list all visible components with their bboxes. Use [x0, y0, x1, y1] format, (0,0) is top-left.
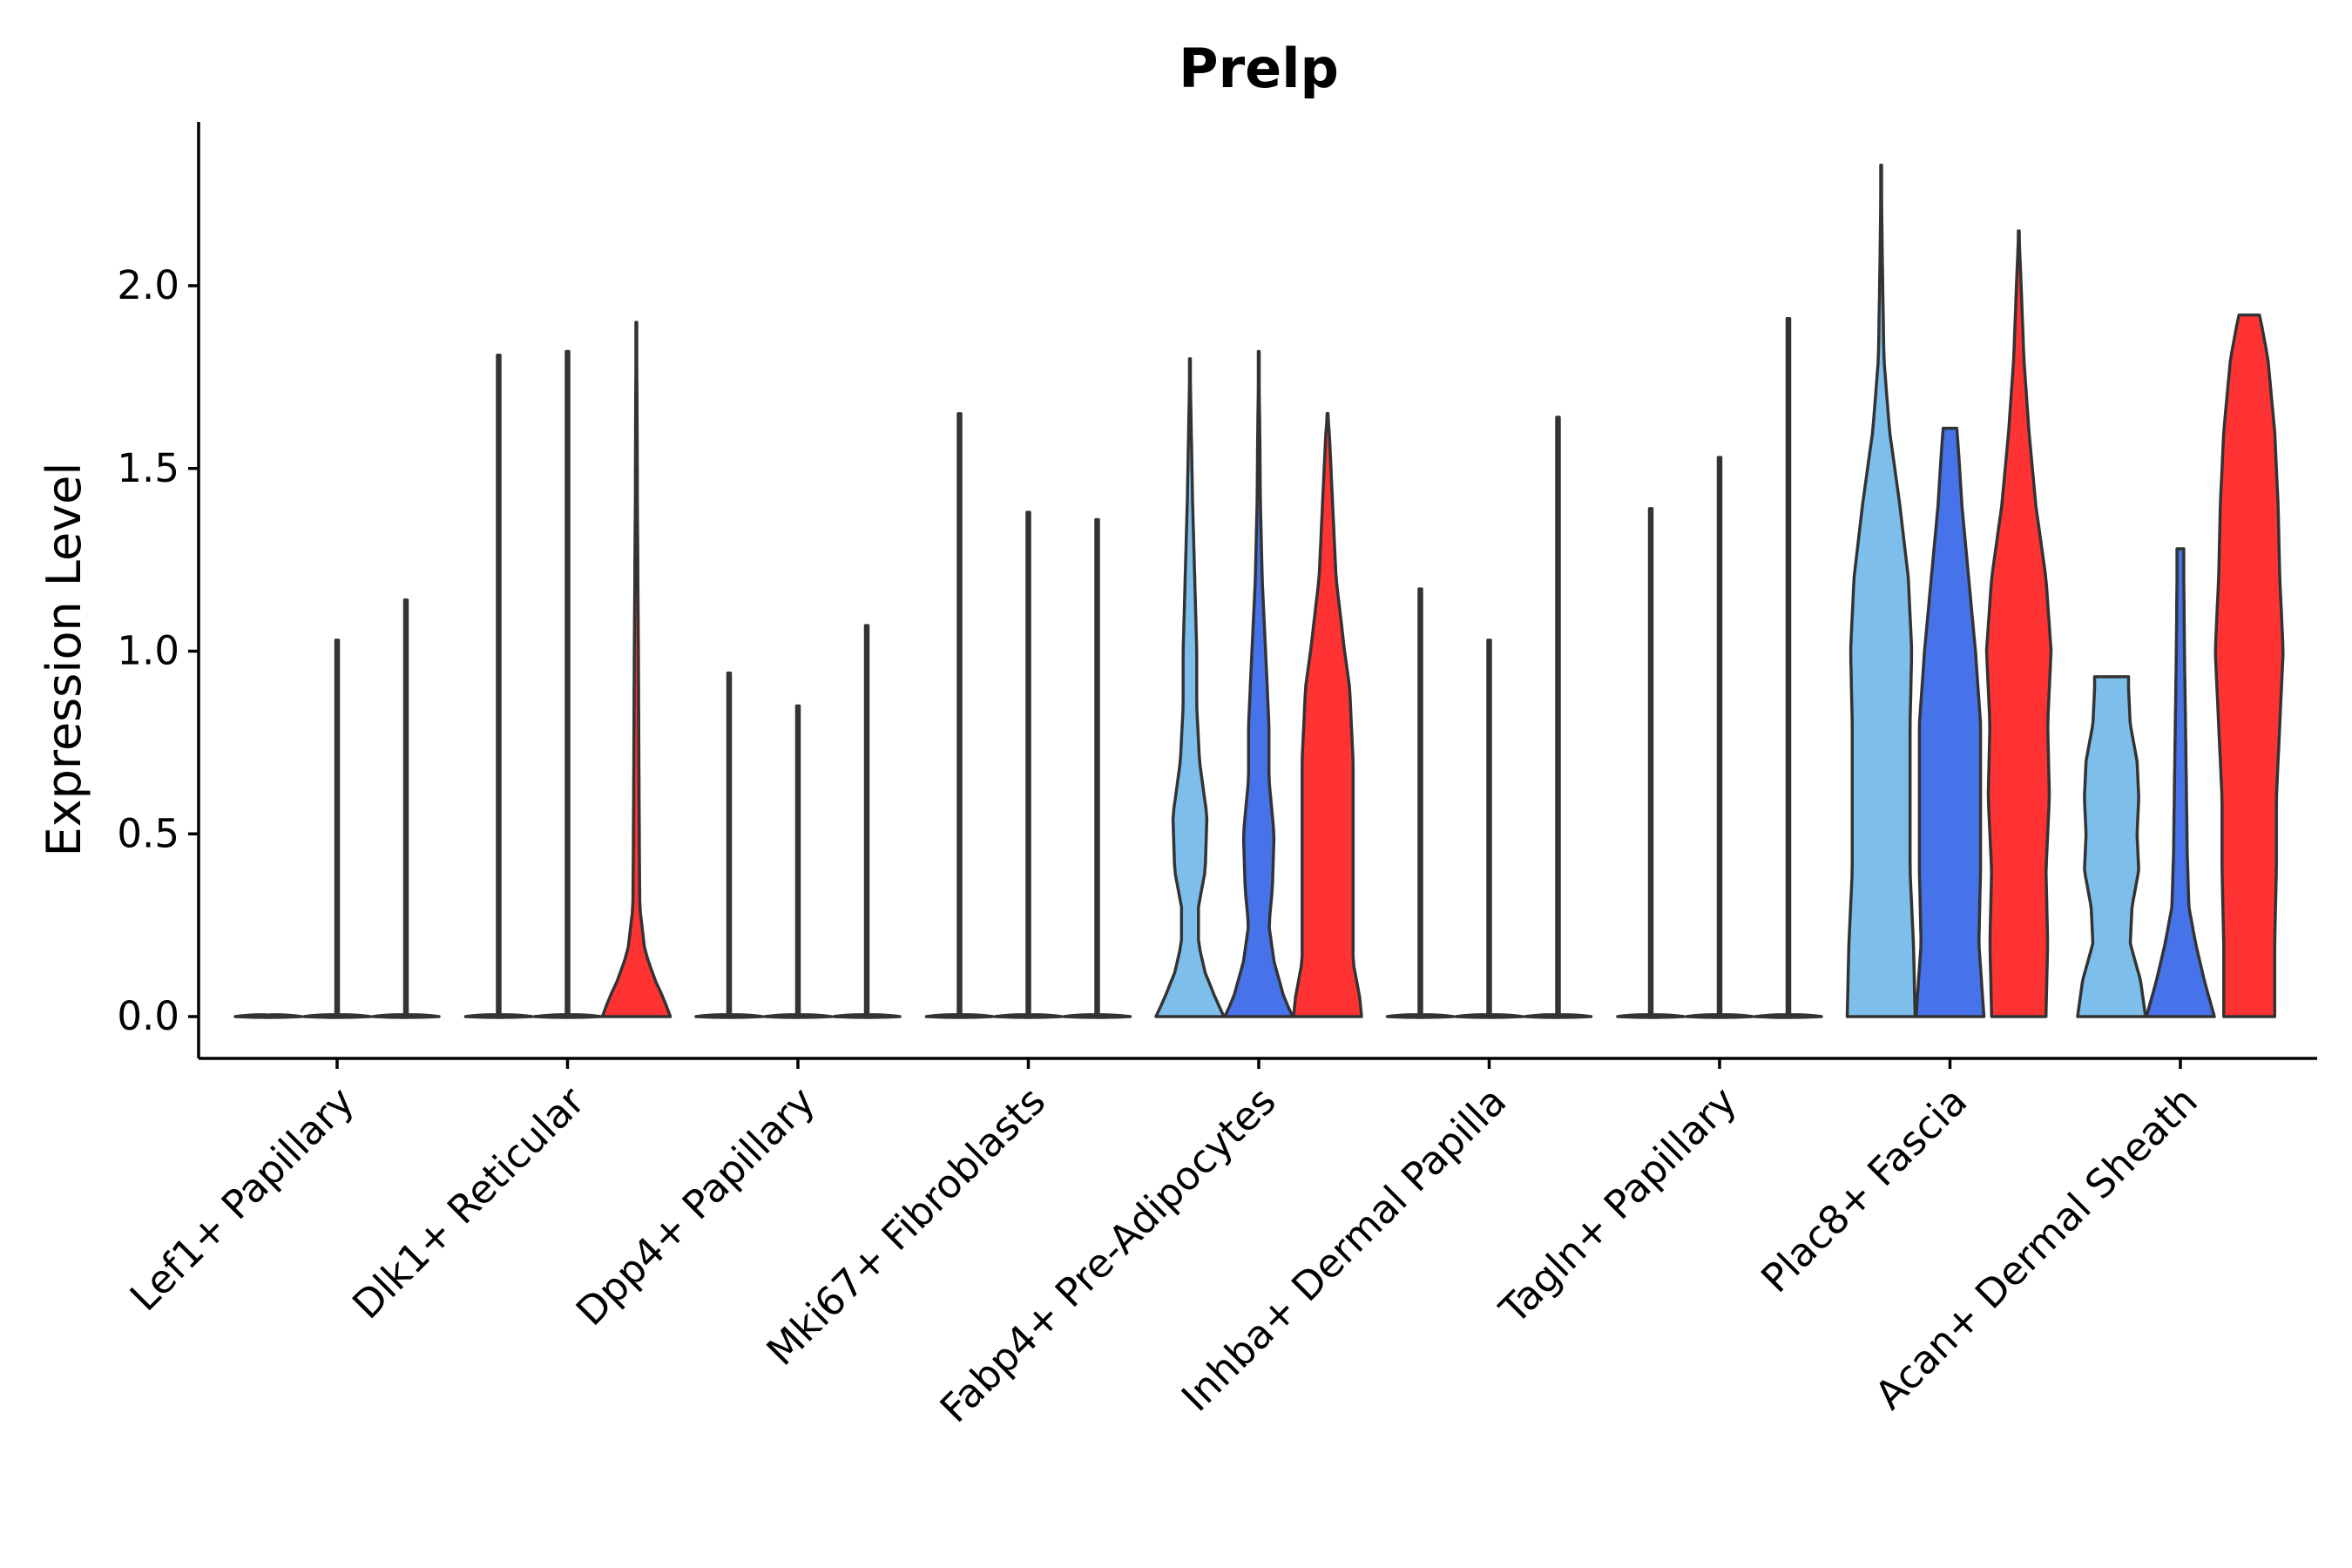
violin-3	[1754, 317, 1823, 1019]
y-tick-label: 1.5	[117, 445, 179, 491]
violin-2	[532, 349, 603, 1019]
violin-1	[463, 353, 534, 1019]
violin-2	[1685, 456, 1754, 1019]
violin-1	[694, 671, 764, 1019]
y-tick-label: 2.0	[117, 262, 179, 308]
x-tick-label: Tagln+ Papillary	[1490, 1078, 1746, 1333]
violin-layer	[233, 163, 2285, 1019]
violin-3	[2213, 313, 2285, 1018]
y-axis-label: Expression Level	[37, 463, 91, 857]
violin-2	[302, 639, 372, 1019]
violin-3	[1292, 412, 1363, 1018]
y-tick-label: 0.0	[117, 993, 179, 1039]
violin-2	[1914, 426, 1986, 1018]
violin-3	[1523, 416, 1593, 1019]
violin-3	[832, 624, 902, 1019]
violin-1	[233, 1013, 303, 1019]
x-tick-label: Dlk1+ Reticular	[343, 1078, 593, 1328]
violin-2	[993, 510, 1064, 1019]
violin-1	[1845, 163, 1917, 1018]
violin-1	[924, 412, 995, 1019]
violin-3	[1062, 517, 1132, 1019]
y-tick-label: 0.5	[117, 810, 179, 856]
chart-title: Prelp	[1179, 37, 1339, 100]
y-tick-label: 1.0	[117, 628, 179, 674]
violin-3	[600, 321, 672, 1018]
violin-2	[763, 704, 833, 1019]
violin-2	[1454, 639, 1524, 1019]
violin-1	[1385, 587, 1456, 1019]
violin-1	[1616, 507, 1686, 1019]
violin-2	[1223, 349, 1294, 1018]
violin-1	[1154, 357, 1226, 1018]
violin-3	[371, 598, 441, 1019]
violin-3	[1984, 229, 2053, 1018]
x-tick-label: Dpp4+ Papillary	[567, 1078, 824, 1335]
violin-2	[2145, 547, 2216, 1018]
x-tick-label: Plac8+ Fascia	[1752, 1078, 1976, 1301]
x-tick-label: Lef1+ Papillary	[121, 1078, 363, 1320]
violin-1	[2076, 675, 2147, 1018]
